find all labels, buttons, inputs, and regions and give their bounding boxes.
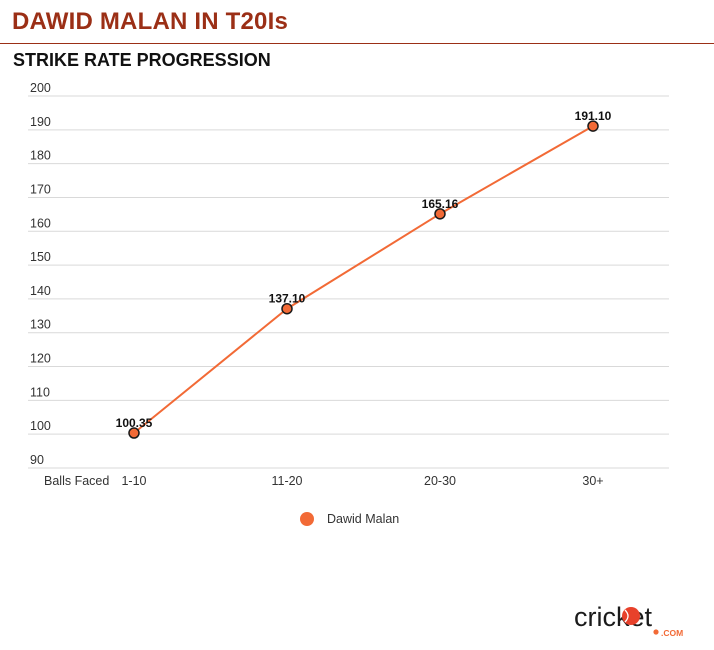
data-label: 191.10 xyxy=(575,109,612,123)
legend-label: Dawid Malan xyxy=(327,512,400,526)
brand-dot-icon xyxy=(653,629,659,635)
brand-logo: cricket .COM xyxy=(574,602,683,638)
series-dawid-malan xyxy=(128,120,599,439)
chart-subtitle: STRIKE RATE PROGRESSION xyxy=(13,50,271,70)
y-axis-ticks: 90 100 110 120 130 140 150 160 170 180 190 200 xyxy=(30,81,51,467)
data-label: 137.10 xyxy=(269,292,306,306)
y-tick-label: 120 xyxy=(30,352,51,366)
title-divider xyxy=(0,43,714,44)
y-tick-label: 90 xyxy=(30,453,44,467)
x-tick-label: 20-30 xyxy=(424,474,456,488)
x-tick-label: 30+ xyxy=(582,474,603,488)
page-title: DAWID MALAN IN T20Is xyxy=(12,8,289,35)
y-tick-label: 150 xyxy=(30,250,51,264)
y-tick-label: 190 xyxy=(30,115,51,129)
data-point xyxy=(128,427,140,439)
y-tick-label: 130 xyxy=(30,318,51,332)
y-tick-label: 100 xyxy=(30,419,51,433)
brand-logo-sub: .COM xyxy=(661,628,683,638)
y-tick-label: 110 xyxy=(30,385,50,399)
brand-logo-text: cricket xyxy=(574,602,653,632)
x-tick-label: 1-10 xyxy=(121,474,146,488)
data-labels: 100.35 137.10 165.16 191.10 xyxy=(116,109,612,430)
cricket-ball-icon xyxy=(622,607,640,625)
data-label: 100.35 xyxy=(116,416,153,430)
y-tick-label: 200 xyxy=(30,81,51,95)
x-axis-ticks: Balls Faced 1-10 11-20 20-30 30+ xyxy=(44,474,604,488)
legend-marker-icon xyxy=(300,512,314,526)
ball-seam-icon xyxy=(624,609,629,623)
y-tick-label: 140 xyxy=(30,284,51,298)
x-axis-label: Balls Faced xyxy=(44,474,109,488)
x-tick-label: 11-20 xyxy=(271,474,302,488)
y-tick-label: 170 xyxy=(30,182,51,196)
data-label: 165.16 xyxy=(422,197,459,211)
y-tick-label: 160 xyxy=(30,216,51,230)
series-line xyxy=(133,125,594,434)
data-point xyxy=(434,208,446,220)
y-tick-label: 180 xyxy=(30,149,51,163)
grid-lines xyxy=(28,95,669,469)
legend: Dawid Malan xyxy=(300,512,399,526)
data-point xyxy=(587,120,599,132)
data-point xyxy=(281,302,293,315)
